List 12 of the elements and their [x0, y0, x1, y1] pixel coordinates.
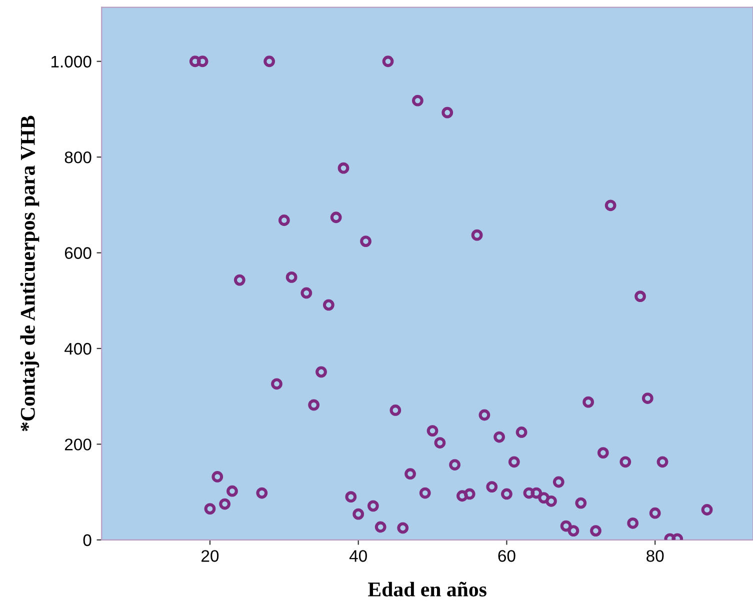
- y-tick-label: 600: [64, 247, 92, 259]
- x-tick-label: 20: [202, 550, 219, 562]
- y-tick-label: 800: [64, 151, 92, 164]
- x-axis-title: Edad en años: [368, 582, 486, 596]
- y-tick-label: 0: [83, 534, 92, 546]
- y-axis-title: *Contaje de Anticuerpos para VHB: [20, 116, 40, 432]
- y-tick-label: 1.000: [52, 56, 92, 68]
- x-tick-label: 60: [498, 550, 516, 562]
- x-tick-label: 40: [349, 550, 367, 562]
- y-tick-label: 400: [64, 342, 92, 355]
- y-tick-label: 200: [64, 438, 92, 450]
- x-tick-label: 80: [646, 550, 664, 562]
